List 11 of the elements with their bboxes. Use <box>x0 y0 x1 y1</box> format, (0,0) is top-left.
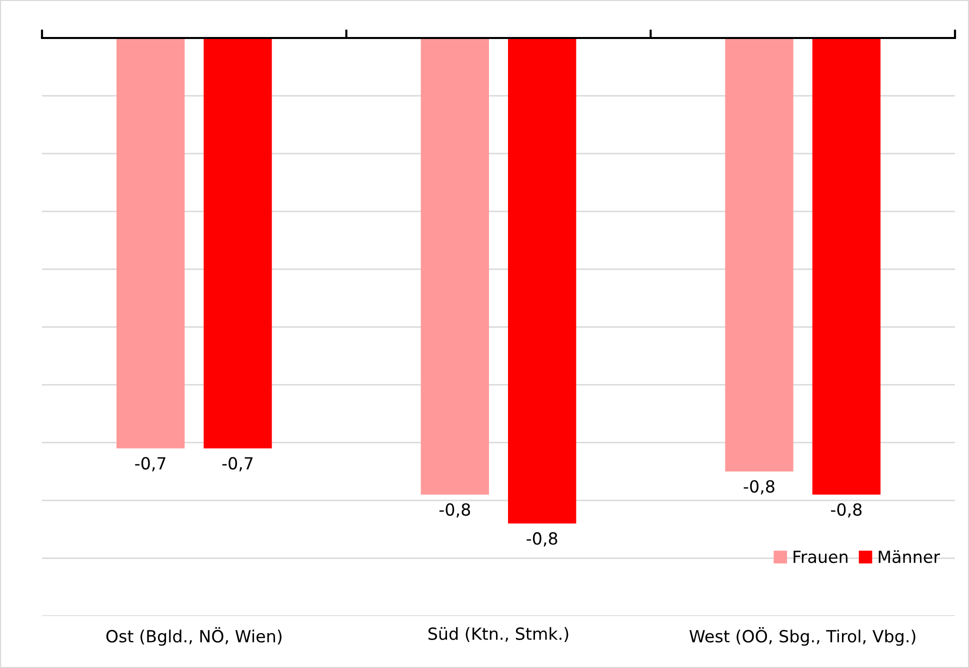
data-label: -0,8 <box>830 503 862 518</box>
data-label: -0,7 <box>135 457 166 472</box>
data-label: -0,8 <box>744 480 774 494</box>
x-tick-label: Ost (Bgld., NÖ, Wien) <box>106 627 282 646</box>
data-label: -0,8 <box>526 532 558 546</box>
x-tick-label: Süd (Ktn., Stmk.) <box>428 627 568 642</box>
data-label: -0,7 <box>222 457 253 472</box>
data-label: -0,8 <box>439 503 470 518</box>
x-tick-label: West (OÖ, Sbg., Tirol, Vbg.) <box>689 627 916 646</box>
legend-label: Männer <box>878 550 940 564</box>
legend-label: Frauen <box>794 550 848 564</box>
